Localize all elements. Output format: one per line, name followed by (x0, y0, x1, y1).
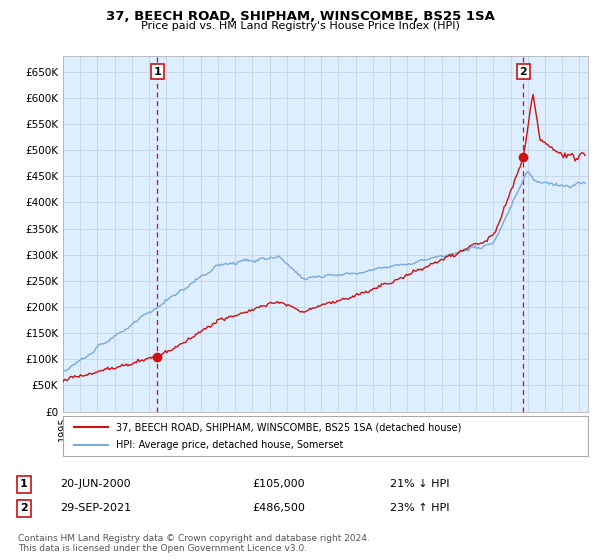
Text: 1: 1 (153, 67, 161, 77)
Text: Contains HM Land Registry data © Crown copyright and database right 2024.
This d: Contains HM Land Registry data © Crown c… (18, 534, 370, 553)
Text: £105,000: £105,000 (252, 479, 305, 489)
Text: 21% ↓ HPI: 21% ↓ HPI (390, 479, 449, 489)
Text: 29-SEP-2021: 29-SEP-2021 (60, 503, 131, 514)
Text: 20-JUN-2000: 20-JUN-2000 (60, 479, 131, 489)
Text: 2: 2 (520, 67, 527, 77)
Text: 23% ↑ HPI: 23% ↑ HPI (390, 503, 449, 514)
Text: 1: 1 (20, 479, 28, 489)
Text: 37, BEECH ROAD, SHIPHAM, WINSCOMBE, BS25 1SA: 37, BEECH ROAD, SHIPHAM, WINSCOMBE, BS25… (106, 10, 494, 23)
Text: 2: 2 (20, 503, 28, 514)
Text: HPI: Average price, detached house, Somerset: HPI: Average price, detached house, Some… (115, 440, 343, 450)
Text: Price paid vs. HM Land Registry's House Price Index (HPI): Price paid vs. HM Land Registry's House … (140, 21, 460, 31)
Text: 37, BEECH ROAD, SHIPHAM, WINSCOMBE, BS25 1SA (detached house): 37, BEECH ROAD, SHIPHAM, WINSCOMBE, BS25… (115, 422, 461, 432)
Text: £486,500: £486,500 (252, 503, 305, 514)
